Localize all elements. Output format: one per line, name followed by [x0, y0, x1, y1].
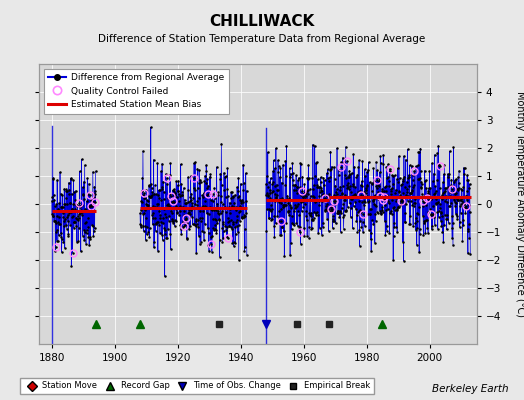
Text: Difference of Station Temperature Data from Regional Average: Difference of Station Temperature Data f…: [99, 34, 425, 44]
Y-axis label: Monthly Temperature Anomaly Difference (°C): Monthly Temperature Anomaly Difference (…: [515, 91, 524, 317]
Legend: Difference from Regional Average, Quality Control Failed, Estimated Station Mean: Difference from Regional Average, Qualit…: [44, 68, 228, 114]
Legend: Station Move, Record Gap, Time of Obs. Change, Empirical Break: Station Move, Record Gap, Time of Obs. C…: [20, 378, 374, 394]
Text: CHILLIWACK: CHILLIWACK: [210, 14, 314, 29]
Text: Berkeley Earth: Berkeley Earth: [432, 384, 508, 394]
